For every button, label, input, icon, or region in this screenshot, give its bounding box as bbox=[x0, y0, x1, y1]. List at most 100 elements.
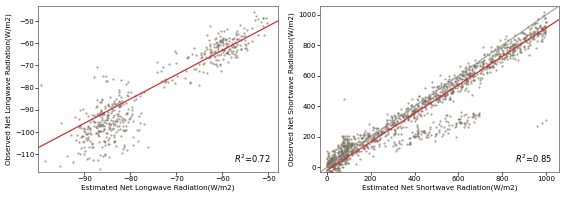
Point bbox=[91, 125, 100, 129]
Point bbox=[430, 85, 439, 88]
Point bbox=[339, 150, 348, 153]
Point bbox=[414, 135, 423, 138]
Point bbox=[475, 76, 484, 79]
Point bbox=[338, 153, 347, 156]
Point bbox=[442, 120, 451, 123]
Point bbox=[388, 123, 397, 126]
Point bbox=[108, 126, 117, 130]
Point bbox=[528, 37, 537, 40]
Point bbox=[399, 112, 408, 115]
Point bbox=[336, 147, 345, 150]
Point bbox=[343, 152, 352, 155]
Point bbox=[367, 137, 376, 140]
Point bbox=[506, 45, 515, 48]
Point bbox=[334, 169, 343, 172]
Point bbox=[218, 43, 227, 46]
Point bbox=[331, 162, 340, 165]
Point bbox=[335, 155, 344, 158]
Point bbox=[376, 133, 385, 137]
Point bbox=[363, 136, 372, 139]
Point bbox=[515, 47, 524, 50]
Point bbox=[325, 159, 334, 163]
Point bbox=[215, 35, 224, 38]
Point bbox=[118, 102, 127, 106]
Point bbox=[494, 56, 503, 59]
Point bbox=[332, 157, 341, 161]
Point bbox=[328, 159, 337, 163]
Point bbox=[390, 121, 399, 124]
Point bbox=[397, 113, 406, 116]
Point bbox=[428, 103, 437, 106]
Point bbox=[84, 138, 93, 141]
Point bbox=[515, 43, 524, 46]
Point bbox=[115, 124, 124, 127]
Point bbox=[206, 43, 215, 46]
Point bbox=[396, 122, 405, 125]
Point bbox=[468, 93, 477, 96]
Point bbox=[200, 52, 209, 55]
Point bbox=[525, 27, 534, 30]
Point bbox=[96, 115, 105, 118]
Point bbox=[225, 53, 234, 56]
Point bbox=[371, 132, 380, 135]
Point bbox=[377, 131, 386, 134]
Point bbox=[331, 158, 340, 161]
Point bbox=[215, 63, 224, 66]
Point bbox=[420, 103, 429, 106]
Point bbox=[540, 10, 549, 13]
Point bbox=[476, 64, 485, 67]
Point bbox=[379, 131, 388, 134]
Point bbox=[505, 42, 514, 45]
Point bbox=[335, 161, 344, 164]
Point bbox=[467, 75, 476, 78]
Point bbox=[325, 169, 334, 172]
Point bbox=[99, 127, 108, 130]
Point bbox=[423, 101, 432, 104]
Point bbox=[444, 120, 453, 123]
Point bbox=[373, 134, 383, 137]
Point bbox=[401, 115, 410, 118]
Point bbox=[453, 86, 462, 90]
Point bbox=[333, 157, 342, 160]
Point bbox=[416, 107, 425, 110]
Point bbox=[502, 45, 511, 48]
Point bbox=[206, 50, 215, 53]
Point bbox=[403, 106, 412, 109]
Point bbox=[517, 50, 526, 53]
Point bbox=[340, 155, 349, 158]
Point bbox=[469, 64, 478, 68]
Point bbox=[460, 121, 469, 124]
Point bbox=[486, 59, 496, 63]
Point bbox=[492, 50, 501, 53]
Point bbox=[63, 155, 72, 158]
Point bbox=[390, 129, 399, 132]
Point bbox=[525, 33, 534, 36]
Point bbox=[519, 31, 528, 34]
Point bbox=[332, 164, 341, 167]
Point bbox=[530, 31, 539, 34]
Point bbox=[505, 48, 514, 52]
Point bbox=[80, 146, 89, 149]
Point bbox=[467, 69, 476, 72]
Point bbox=[415, 94, 424, 97]
Point bbox=[228, 43, 237, 46]
Point bbox=[479, 72, 488, 75]
Point bbox=[462, 77, 471, 81]
Point bbox=[197, 56, 206, 59]
Point bbox=[442, 91, 451, 94]
Point bbox=[499, 52, 508, 55]
Point bbox=[331, 166, 340, 169]
Point bbox=[325, 159, 334, 162]
Point bbox=[332, 166, 341, 169]
Point bbox=[460, 77, 470, 80]
Point bbox=[341, 152, 350, 155]
Point bbox=[540, 31, 549, 34]
Point bbox=[355, 143, 364, 146]
Point bbox=[337, 163, 346, 166]
Point bbox=[85, 128, 94, 131]
Point bbox=[455, 77, 464, 80]
Point bbox=[333, 151, 342, 154]
Point bbox=[483, 71, 492, 74]
Point bbox=[382, 133, 391, 136]
Point bbox=[425, 100, 434, 103]
